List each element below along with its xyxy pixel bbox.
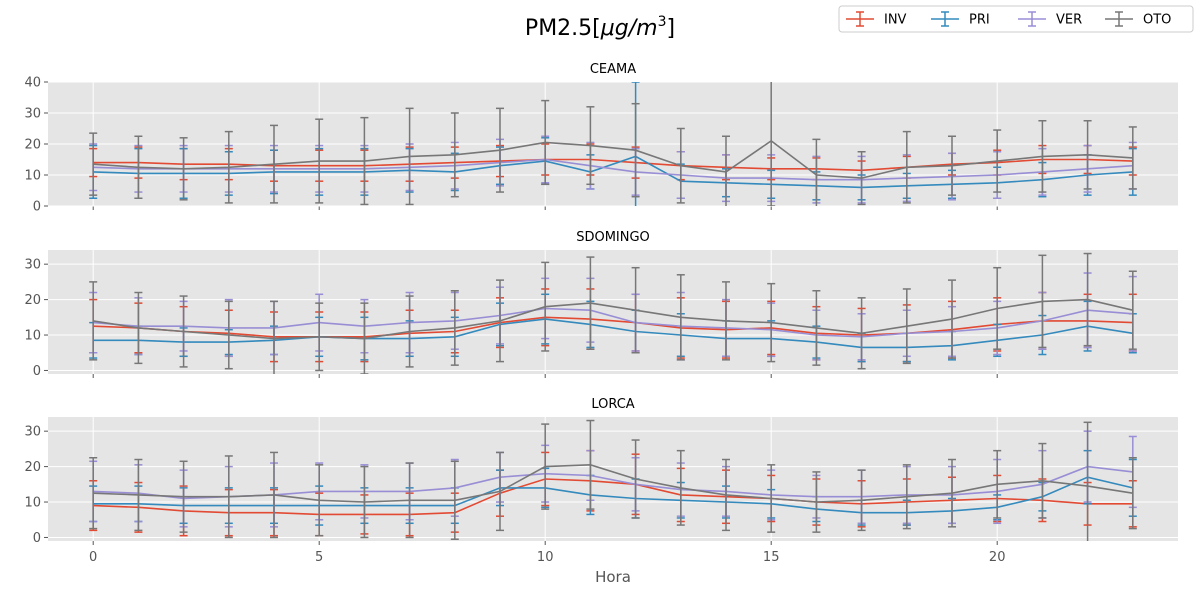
series-line	[93, 316, 1133, 338]
legend-label: INV	[884, 13, 907, 28]
y-tick-label: 20	[24, 138, 41, 153]
y-tick-label: 20	[24, 293, 41, 308]
x-tick-label: 15	[763, 550, 780, 565]
series-oto	[89, 82, 1137, 206]
x-axis-label: Hora	[595, 568, 631, 586]
series-group	[89, 419, 1137, 541]
y-tick-label: 40	[24, 76, 41, 91]
series-line	[93, 476, 1133, 514]
y-tick-label: 0	[33, 531, 41, 546]
series-group	[89, 82, 1137, 206]
x-tick-label: 20	[989, 550, 1006, 565]
y-tick-label: 20	[24, 460, 41, 475]
y-tick-label: 10	[24, 169, 41, 184]
panel-title: SDOMINGO	[576, 230, 650, 245]
y-tick-label: 0	[33, 200, 41, 215]
x-tick-label: 5	[315, 550, 323, 565]
plot-area	[48, 417, 1178, 541]
legend-frame	[838, 5, 1194, 33]
series-group	[89, 252, 1137, 374]
panel-title: LORCA	[591, 397, 634, 412]
series-line	[93, 318, 1133, 349]
y-tick-label: 10	[24, 496, 41, 511]
panels: 0 10 20 30 40 CEAMA 0 10 20 30 SDOMINGO 0 5 10 15 20 0 10…	[24, 62, 1178, 565]
y-tick-label: 10	[24, 329, 41, 344]
y-tick-label: 0	[33, 364, 41, 379]
legend-label: PRI	[969, 13, 990, 28]
panel-ceama: 0 10 20 30 40 CEAMA	[24, 62, 1178, 215]
series-oto	[89, 419, 1137, 541]
x-tick-label: 0	[89, 550, 97, 565]
legend: INV PRI VER OTO	[838, 5, 1194, 33]
figure-title: PM2.5[μg/m3]	[525, 14, 675, 41]
panel-title: CEAMA	[590, 62, 636, 77]
y-tick-label: 30	[24, 107, 41, 122]
legend-label: OTO	[1143, 13, 1171, 28]
x-tick-label: 10	[537, 550, 554, 565]
panel-lorca: 0 5 10 15 20 0 10 20 30 LORCA	[24, 397, 1178, 565]
legend-entry-inv: INV	[846, 11, 907, 28]
series-line	[93, 298, 1133, 340]
panel-sdomingo: 0 10 20 30 SDOMINGO	[24, 230, 1178, 379]
series-line	[93, 139, 1133, 179]
legend-entry-oto: OTO	[1105, 11, 1171, 28]
series-line	[93, 478, 1133, 516]
plot-area	[48, 250, 1178, 374]
series-line	[93, 155, 1133, 189]
legend-entry-pri: PRI	[931, 11, 990, 28]
series-line	[93, 307, 1133, 338]
legend-entry-ver: VER	[1018, 11, 1082, 28]
legend-label: VER	[1056, 13, 1082, 28]
y-tick-label: 30	[24, 425, 41, 440]
series-line	[93, 158, 1133, 181]
series-line	[93, 463, 1133, 503]
series-oto	[89, 252, 1137, 374]
y-tick-label: 30	[24, 258, 41, 273]
